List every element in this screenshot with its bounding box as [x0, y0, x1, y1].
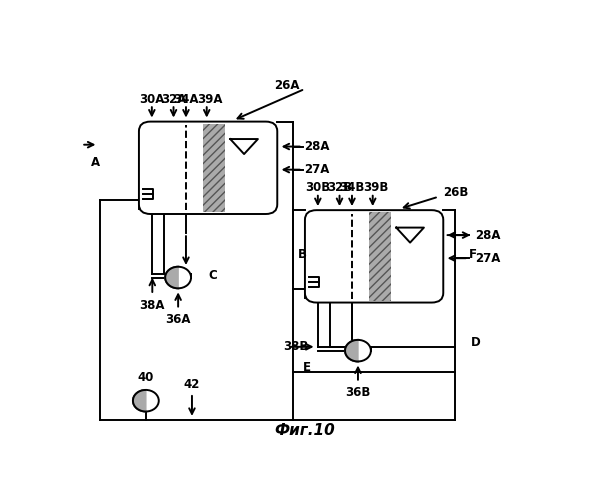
Bar	[368, 212, 391, 300]
Text: 27A: 27A	[475, 252, 501, 264]
Text: E: E	[303, 360, 311, 374]
Circle shape	[133, 390, 159, 411]
Text: 42: 42	[184, 378, 200, 391]
Text: 36B: 36B	[345, 386, 371, 400]
Text: 38A: 38A	[140, 298, 165, 312]
Text: 38B: 38B	[283, 340, 309, 353]
Text: 26A: 26A	[274, 78, 299, 92]
Text: 27A: 27A	[304, 163, 330, 176]
FancyBboxPatch shape	[305, 210, 443, 302]
Text: 34B: 34B	[339, 182, 365, 194]
Text: C: C	[208, 269, 217, 282]
Polygon shape	[133, 390, 146, 411]
Text: 39B: 39B	[364, 182, 389, 194]
Circle shape	[345, 340, 371, 361]
Bar	[202, 124, 225, 212]
Text: 30B: 30B	[305, 182, 330, 194]
FancyBboxPatch shape	[139, 122, 277, 214]
Text: D: D	[471, 336, 481, 349]
Text: A: A	[90, 156, 99, 168]
Text: 28A: 28A	[304, 140, 330, 153]
Polygon shape	[165, 266, 178, 288]
Text: 28A: 28A	[475, 228, 501, 241]
Text: 32A: 32A	[161, 93, 186, 106]
Text: B: B	[298, 248, 307, 261]
Text: 39A: 39A	[197, 93, 223, 106]
Circle shape	[165, 266, 191, 288]
Text: 34A: 34A	[173, 93, 199, 106]
Text: 40: 40	[137, 371, 154, 384]
Text: 30A: 30A	[139, 93, 165, 106]
Text: 32B: 32B	[327, 182, 352, 194]
Text: 26B: 26B	[443, 186, 469, 200]
Text: 36A: 36A	[165, 314, 191, 326]
Text: F: F	[469, 248, 477, 261]
Text: Фиг.10: Фиг.10	[274, 423, 336, 438]
Polygon shape	[345, 340, 358, 361]
